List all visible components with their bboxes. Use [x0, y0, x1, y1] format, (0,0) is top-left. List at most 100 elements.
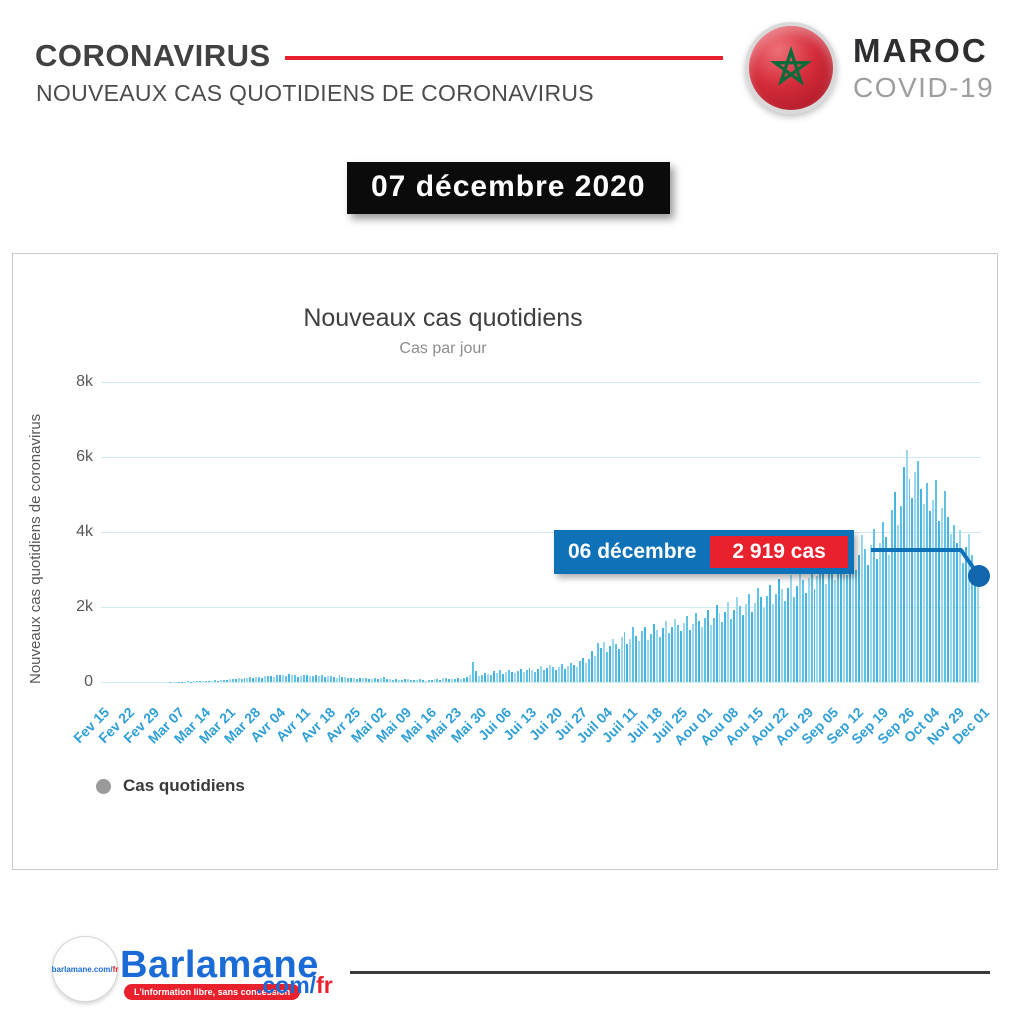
bar[interactable] — [816, 576, 819, 682]
bar[interactable] — [519, 668, 522, 682]
bar[interactable] — [777, 578, 780, 682]
bar[interactable] — [424, 680, 427, 682]
bar[interactable] — [243, 678, 246, 682]
bar[interactable] — [386, 678, 388, 682]
bar[interactable] — [697, 620, 700, 682]
bar[interactable] — [944, 490, 947, 682]
bar[interactable] — [718, 613, 721, 682]
bar[interactable] — [751, 611, 754, 682]
bar[interactable] — [552, 667, 555, 682]
bar[interactable] — [668, 632, 670, 682]
bar[interactable] — [629, 638, 632, 682]
bar[interactable] — [679, 631, 682, 682]
bar[interactable] — [193, 681, 195, 682]
bar[interactable] — [783, 600, 786, 682]
bar[interactable] — [872, 529, 875, 682]
bar[interactable] — [187, 681, 190, 682]
bar[interactable] — [537, 669, 540, 682]
bar[interactable] — [225, 679, 228, 682]
bar[interactable] — [549, 665, 552, 682]
bar[interactable] — [288, 673, 290, 682]
bar[interactable] — [374, 678, 377, 682]
bar[interactable] — [798, 568, 801, 682]
bar[interactable] — [430, 679, 433, 682]
bar[interactable] — [454, 678, 457, 682]
bar[interactable] — [522, 672, 525, 682]
bar[interactable] — [466, 676, 469, 682]
bar[interactable] — [970, 554, 973, 682]
bar[interactable] — [478, 676, 480, 682]
bar[interactable] — [819, 558, 822, 682]
bar[interactable] — [665, 621, 668, 682]
bar[interactable] — [252, 678, 255, 682]
bar[interactable] — [451, 679, 454, 682]
bar[interactable] — [433, 679, 436, 682]
bar[interactable] — [258, 676, 261, 682]
bar[interactable] — [911, 498, 914, 682]
bar[interactable] — [653, 623, 656, 682]
bar[interactable] — [611, 639, 614, 682]
bar[interactable] — [920, 488, 923, 682]
bar[interactable] — [481, 674, 483, 682]
bar[interactable] — [329, 676, 332, 682]
bar[interactable] — [276, 675, 279, 682]
bar[interactable] — [638, 641, 641, 682]
bar[interactable] — [905, 449, 908, 682]
bar[interactable] — [632, 626, 635, 682]
bar[interactable] — [581, 658, 584, 682]
bar[interactable] — [766, 596, 768, 682]
bar[interactable] — [570, 662, 573, 682]
bar[interactable] — [831, 554, 834, 682]
bar[interactable] — [745, 604, 748, 682]
bar[interactable] — [427, 679, 430, 682]
bar[interactable] — [308, 675, 311, 682]
bar[interactable] — [647, 639, 650, 682]
bar[interactable] — [914, 472, 917, 682]
bar[interactable] — [576, 667, 578, 682]
bar[interactable] — [207, 680, 210, 682]
bar[interactable] — [605, 651, 608, 682]
bar[interactable] — [608, 645, 611, 682]
bar[interactable] — [237, 678, 240, 682]
bar[interactable] — [228, 678, 231, 682]
bar[interactable] — [614, 643, 617, 682]
bar[interactable] — [436, 678, 439, 682]
bar[interactable] — [706, 610, 709, 682]
bar[interactable] — [659, 636, 662, 682]
bar[interactable] — [786, 587, 789, 682]
bar[interactable] — [412, 680, 415, 682]
bar[interactable] — [240, 678, 243, 682]
bar[interactable] — [261, 677, 264, 682]
bar[interactable] — [929, 511, 932, 682]
bar[interactable] — [504, 671, 507, 682]
bar[interactable] — [896, 524, 899, 682]
bar[interactable] — [590, 651, 593, 682]
bar[interactable] — [359, 678, 362, 682]
bar[interactable] — [757, 587, 760, 682]
bar[interactable] — [754, 602, 757, 682]
bar[interactable] — [673, 618, 676, 682]
bar[interactable] — [780, 589, 783, 682]
bar[interactable] — [694, 612, 697, 682]
bar[interactable] — [593, 655, 596, 682]
bar[interactable] — [617, 649, 620, 682]
bar[interactable] — [828, 568, 831, 682]
bar[interactable] — [513, 673, 516, 682]
bar[interactable] — [344, 677, 347, 682]
bar[interactable] — [403, 678, 406, 682]
bar[interactable] — [932, 500, 935, 682]
bar[interactable] — [495, 672, 498, 682]
bar[interactable] — [353, 677, 356, 682]
bar[interactable] — [849, 557, 852, 682]
bar[interactable] — [391, 679, 394, 682]
bar[interactable] — [492, 670, 495, 682]
bar[interactable] — [442, 678, 445, 682]
bar[interactable] — [662, 628, 665, 682]
bar[interactable] — [204, 681, 207, 682]
bar[interactable] — [584, 662, 587, 682]
bar[interactable] — [341, 676, 344, 682]
bar[interactable] — [293, 675, 296, 682]
bar[interactable] — [656, 630, 659, 682]
bar[interactable] — [249, 677, 252, 682]
bar[interactable] — [525, 670, 528, 682]
